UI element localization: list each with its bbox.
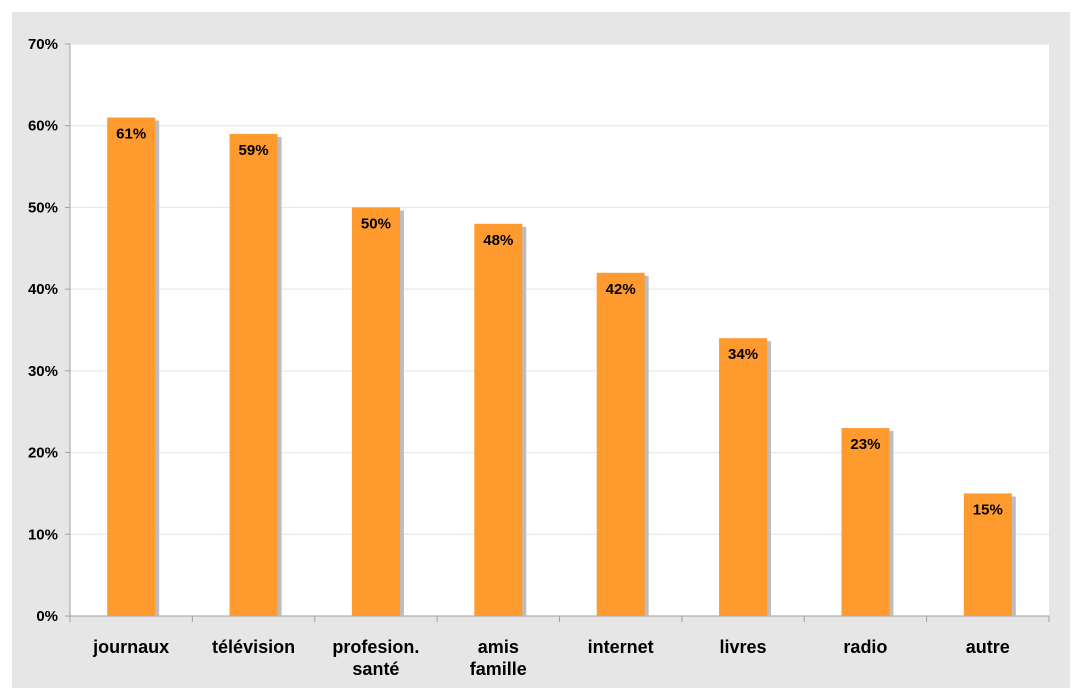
bar bbox=[841, 428, 890, 616]
y-tick-label: 50% bbox=[28, 199, 58, 216]
y-tick-label: 40% bbox=[28, 281, 58, 298]
data-label: 61% bbox=[116, 126, 146, 143]
bar bbox=[351, 207, 400, 616]
x-category-label: autre bbox=[966, 637, 1010, 657]
bar bbox=[596, 272, 645, 616]
data-label: 34% bbox=[728, 346, 758, 363]
bar bbox=[229, 133, 278, 616]
labels: 0% 10% 20% 30% 40% 50% 60% 70% 61% journaux 59% tél… bbox=[28, 36, 1010, 679]
data-label: 48% bbox=[483, 232, 513, 249]
plot-area bbox=[70, 44, 1049, 616]
x-category-label: télévision bbox=[212, 637, 295, 657]
x-category-label: journaux bbox=[92, 637, 169, 657]
x-category-label: santé bbox=[352, 659, 399, 679]
bar bbox=[107, 117, 156, 617]
data-label: 59% bbox=[239, 142, 269, 159]
x-category-label: livres bbox=[720, 637, 767, 657]
bar bbox=[719, 338, 768, 616]
bar bbox=[474, 223, 523, 616]
x-category-label: radio bbox=[843, 637, 887, 657]
data-label: 15% bbox=[973, 501, 1003, 518]
bars bbox=[107, 117, 1016, 617]
x-category-label: amis bbox=[478, 637, 519, 657]
y-tick-label: 0% bbox=[36, 608, 58, 625]
y-tick-label: 60% bbox=[28, 118, 58, 135]
x-category-label: famille bbox=[470, 659, 527, 679]
bar bbox=[963, 493, 1012, 616]
data-label: 42% bbox=[606, 281, 636, 298]
x-category-label: internet bbox=[588, 637, 654, 657]
y-tick-label: 30% bbox=[28, 363, 58, 380]
y-tick-label: 20% bbox=[28, 445, 58, 462]
data-label: 23% bbox=[850, 436, 880, 453]
y-tick-label: 70% bbox=[28, 36, 58, 53]
y-tick-label: 10% bbox=[28, 526, 58, 543]
x-category-label: profesion. bbox=[332, 637, 419, 657]
data-label: 50% bbox=[361, 215, 391, 232]
